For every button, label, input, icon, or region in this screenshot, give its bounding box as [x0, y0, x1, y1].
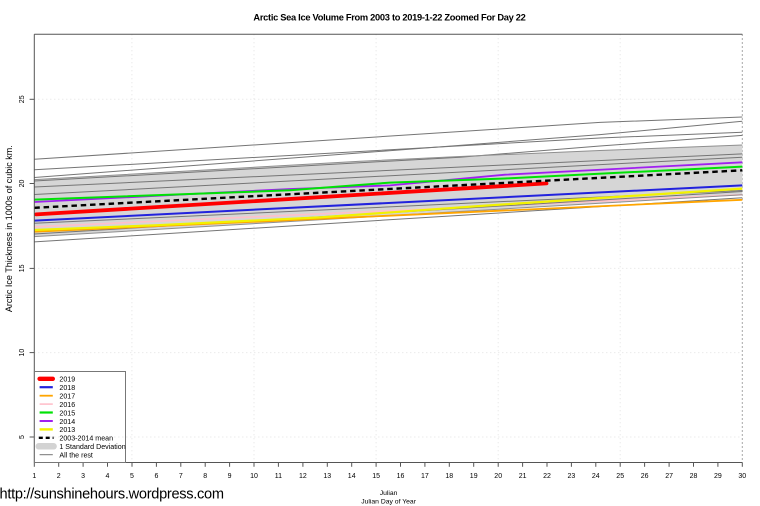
svg-text:2014: 2014: [59, 418, 75, 426]
svg-text:2019: 2019: [59, 376, 75, 384]
svg-text:20: 20: [494, 473, 502, 480]
svg-text:Arctic Ice Thickness in 1000s: Arctic Ice Thickness in 1000s of cubic k…: [4, 145, 14, 312]
svg-text:9: 9: [228, 473, 232, 480]
svg-text:5: 5: [19, 435, 26, 439]
svg-text:2017: 2017: [59, 393, 75, 401]
svg-text:13: 13: [323, 473, 331, 480]
svg-text:Julian: Julian: [380, 490, 398, 497]
svg-text:14: 14: [348, 473, 356, 480]
svg-text:7: 7: [179, 473, 183, 480]
svg-text:8: 8: [203, 473, 207, 480]
svg-text:12: 12: [299, 473, 307, 480]
svg-text:4: 4: [106, 473, 110, 480]
svg-text:18: 18: [445, 473, 453, 480]
svg-text:2016: 2016: [59, 401, 75, 409]
svg-text:1 Standard Deviation: 1 Standard Deviation: [59, 443, 125, 451]
svg-text:3: 3: [81, 473, 85, 480]
svg-text:Arctic Sea Ice Volume From 200: Arctic Sea Ice Volume From 2003 to 2019-…: [253, 12, 525, 22]
svg-text:15: 15: [372, 473, 380, 480]
svg-text:26: 26: [641, 473, 649, 480]
svg-text:25: 25: [19, 95, 26, 103]
svg-text:Julian Day of Year: Julian Day of Year: [361, 498, 417, 505]
svg-text:25: 25: [616, 473, 624, 480]
svg-text:2018: 2018: [59, 384, 75, 392]
svg-text:19: 19: [470, 473, 478, 480]
svg-text:30: 30: [738, 473, 746, 480]
svg-text:15: 15: [19, 264, 26, 272]
svg-text:5: 5: [130, 473, 134, 480]
svg-text:2003-2014 mean: 2003-2014 mean: [59, 435, 113, 443]
svg-text:16: 16: [397, 473, 405, 480]
svg-text:http://sunshinehours.wordpress: http://sunshinehours.wordpress.com: [0, 487, 224, 503]
svg-text:27: 27: [665, 473, 673, 480]
svg-text:6: 6: [154, 473, 158, 480]
svg-text:10: 10: [250, 473, 258, 480]
svg-text:All the rest: All the rest: [59, 452, 93, 460]
svg-text:29: 29: [714, 473, 722, 480]
svg-text:1: 1: [32, 473, 36, 480]
svg-text:22: 22: [543, 473, 551, 480]
svg-text:17: 17: [421, 473, 429, 480]
svg-text:2013: 2013: [59, 426, 75, 434]
svg-text:24: 24: [592, 473, 600, 480]
svg-text:21: 21: [519, 473, 527, 480]
svg-text:20: 20: [19, 180, 26, 188]
svg-text:11: 11: [275, 473, 282, 480]
svg-text:2: 2: [57, 473, 61, 480]
svg-text:28: 28: [690, 473, 698, 480]
svg-text:23: 23: [568, 473, 576, 480]
svg-text:10: 10: [19, 349, 26, 357]
svg-text:2015: 2015: [59, 409, 75, 417]
